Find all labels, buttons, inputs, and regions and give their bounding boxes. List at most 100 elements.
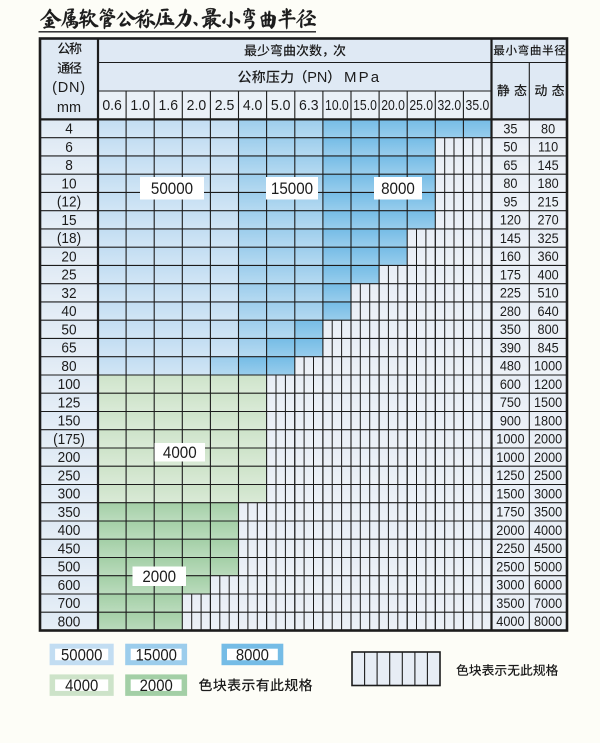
svg-text:600: 600 xyxy=(58,578,81,595)
svg-text:325: 325 xyxy=(538,230,559,246)
svg-text:200: 200 xyxy=(58,450,81,467)
svg-text:145: 145 xyxy=(500,230,521,246)
svg-text:80: 80 xyxy=(61,359,76,376)
svg-text:600: 600 xyxy=(500,376,521,392)
svg-text:1200: 1200 xyxy=(534,376,562,392)
svg-text:175: 175 xyxy=(500,267,521,283)
svg-text:480: 480 xyxy=(500,358,521,374)
svg-text:35: 35 xyxy=(503,121,517,137)
svg-text:2000: 2000 xyxy=(534,449,562,465)
svg-text:(12): (12) xyxy=(57,194,81,211)
svg-text:4000: 4000 xyxy=(163,445,197,463)
svg-text:800: 800 xyxy=(538,322,559,338)
svg-text:1000: 1000 xyxy=(496,449,524,465)
svg-text:2500: 2500 xyxy=(534,468,562,484)
svg-text:845: 845 xyxy=(538,340,559,356)
svg-text:1750: 1750 xyxy=(496,504,524,520)
svg-text:2000: 2000 xyxy=(140,677,173,695)
svg-text:3500: 3500 xyxy=(496,595,524,611)
svg-text:300: 300 xyxy=(58,486,81,503)
svg-text:510: 510 xyxy=(538,285,559,301)
svg-text:4: 4 xyxy=(65,121,73,138)
svg-text:1000: 1000 xyxy=(496,431,524,447)
svg-text:65: 65 xyxy=(61,340,76,357)
svg-text:2.5: 2.5 xyxy=(215,98,235,114)
svg-text:900: 900 xyxy=(500,413,521,429)
svg-text:700: 700 xyxy=(58,596,81,613)
svg-text:2250: 2250 xyxy=(496,541,524,557)
svg-text:800: 800 xyxy=(58,614,81,631)
svg-text:2000: 2000 xyxy=(496,522,524,538)
svg-text:390: 390 xyxy=(500,340,521,356)
svg-text:1000: 1000 xyxy=(534,358,562,374)
svg-text:15.0: 15.0 xyxy=(353,97,377,113)
svg-text:15000: 15000 xyxy=(136,647,178,665)
svg-text:450: 450 xyxy=(58,541,81,558)
svg-text:1.0: 1.0 xyxy=(130,98,150,114)
svg-text:1800: 1800 xyxy=(534,413,562,429)
svg-text:32.0: 32.0 xyxy=(437,97,461,113)
svg-text:50: 50 xyxy=(61,322,76,339)
svg-text:360: 360 xyxy=(538,249,559,265)
svg-text:8000: 8000 xyxy=(236,647,269,665)
svg-text:6.3: 6.3 xyxy=(299,98,319,114)
svg-text:40: 40 xyxy=(61,304,76,321)
svg-text:2.0: 2.0 xyxy=(187,98,207,114)
svg-text:120: 120 xyxy=(500,212,521,228)
svg-text:1.6: 1.6 xyxy=(159,98,179,114)
svg-text:4500: 4500 xyxy=(534,541,562,557)
svg-text:350: 350 xyxy=(500,322,521,338)
svg-text:180: 180 xyxy=(538,176,559,192)
svg-text:35.0: 35.0 xyxy=(466,97,490,113)
svg-text:225: 225 xyxy=(500,285,521,301)
svg-text:50: 50 xyxy=(503,139,517,155)
svg-text:2500: 2500 xyxy=(496,559,524,575)
svg-text:(18): (18) xyxy=(57,231,81,248)
svg-text:5000: 5000 xyxy=(534,559,562,575)
svg-text:150: 150 xyxy=(58,413,81,430)
svg-text:50000: 50000 xyxy=(151,181,193,199)
svg-text:65: 65 xyxy=(503,157,517,173)
svg-text:80: 80 xyxy=(541,121,555,137)
svg-text:1500: 1500 xyxy=(534,395,562,411)
svg-text:15000: 15000 xyxy=(271,181,313,199)
svg-text:4000: 4000 xyxy=(65,677,98,695)
svg-text:6000: 6000 xyxy=(534,577,562,593)
svg-text:0.6: 0.6 xyxy=(102,98,122,114)
svg-text:(DN): (DN) xyxy=(52,80,86,96)
svg-text:640: 640 xyxy=(538,303,559,319)
svg-text:250: 250 xyxy=(58,468,81,485)
svg-text:50000: 50000 xyxy=(61,647,103,665)
svg-text:400: 400 xyxy=(538,267,559,283)
svg-text:20.0: 20.0 xyxy=(381,97,405,113)
svg-text:15: 15 xyxy=(61,212,76,229)
svg-text:1500: 1500 xyxy=(496,486,524,502)
svg-text:350: 350 xyxy=(58,505,81,522)
svg-text:750: 750 xyxy=(500,395,521,411)
svg-text:4000: 4000 xyxy=(496,614,524,630)
svg-text:125: 125 xyxy=(58,395,81,412)
svg-text:400: 400 xyxy=(58,523,81,540)
svg-text:5.0: 5.0 xyxy=(271,98,291,114)
svg-text:280: 280 xyxy=(500,303,521,319)
svg-text:80: 80 xyxy=(503,176,517,192)
svg-text:8: 8 xyxy=(65,158,73,175)
svg-text:110: 110 xyxy=(538,139,558,155)
svg-text:1250: 1250 xyxy=(496,468,524,484)
svg-text:160: 160 xyxy=(500,249,521,265)
svg-text:3000: 3000 xyxy=(534,486,562,502)
svg-text:4000: 4000 xyxy=(534,522,562,538)
svg-text:7000: 7000 xyxy=(534,595,562,611)
svg-text:2000: 2000 xyxy=(142,569,176,587)
svg-text:MPa: MPa xyxy=(344,69,381,86)
svg-text:3500: 3500 xyxy=(534,504,562,520)
svg-text:215: 215 xyxy=(538,194,559,210)
svg-text:20: 20 xyxy=(61,249,76,266)
svg-text:10.0: 10.0 xyxy=(325,97,349,113)
svg-text:270: 270 xyxy=(538,212,559,228)
svg-text:4.0: 4.0 xyxy=(243,98,263,114)
svg-text:PN: PN xyxy=(307,70,327,86)
svg-text:3000: 3000 xyxy=(496,577,524,593)
svg-text:100: 100 xyxy=(58,377,81,394)
svg-text:2000: 2000 xyxy=(534,431,562,447)
